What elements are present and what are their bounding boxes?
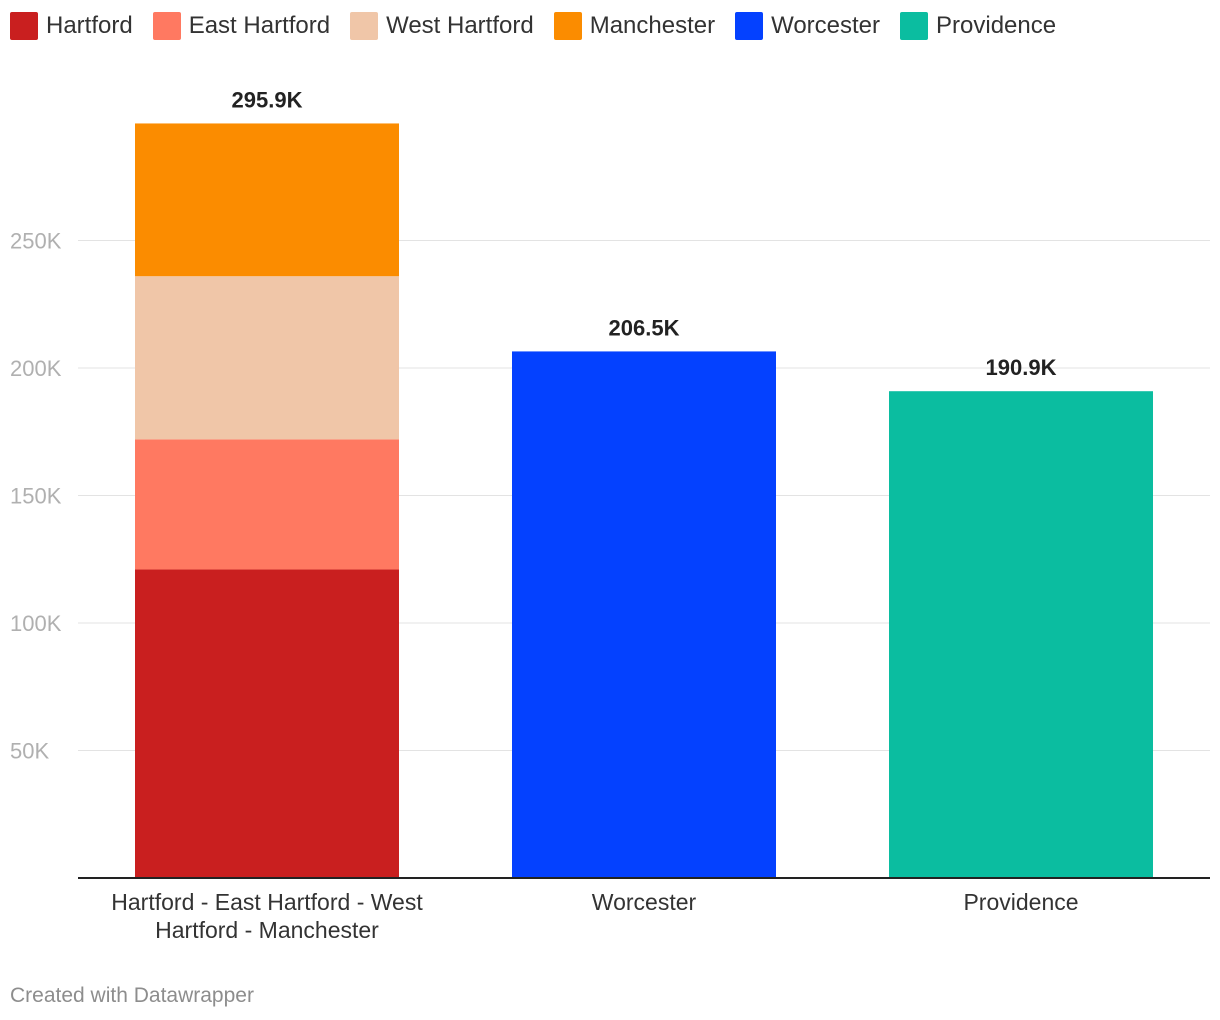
y-tick-label: 250K <box>10 229 62 254</box>
legend-label: Providence <box>936 12 1057 39</box>
legend-label: East Hartford <box>188 12 331 39</box>
bar-segment <box>135 439 399 570</box>
legend-item: Providence <box>900 12 1056 40</box>
bar-total-label: 206.5K <box>609 315 680 340</box>
x-category-label: Hartford - East Hartford - West <box>111 889 423 915</box>
legend-item: Manchester <box>553 12 716 40</box>
y-tick-label: 50K <box>10 739 49 764</box>
legend-item: Worcester <box>735 12 880 40</box>
bar-segment <box>512 351 776 878</box>
x-category-label: Hartford - Manchester <box>155 917 379 943</box>
legend-label: Worcester <box>771 12 881 39</box>
legend-label: Manchester <box>589 12 716 39</box>
y-tick-label: 200K <box>10 356 62 381</box>
bar-segment <box>889 391 1153 878</box>
legend-swatch <box>350 12 379 40</box>
x-category-label: Worcester <box>592 889 697 915</box>
legend: Hartford East Hartford West Hartford Manche… <box>10 10 1076 42</box>
legend-item: East Hartford <box>152 12 331 40</box>
x-category-label: Providence <box>963 889 1078 915</box>
footer-credit: Created with Datawrapper <box>10 984 254 1007</box>
legend-item: Hartford <box>10 12 133 40</box>
bar-segment <box>135 569 399 878</box>
legend-swatch <box>900 12 929 40</box>
bar-segment <box>135 123 399 277</box>
y-tick-label: 150K <box>10 484 62 509</box>
y-tick-label: 100K <box>10 611 62 636</box>
bar-total-label: 190.9K <box>986 355 1057 380</box>
legend-label: Hartford <box>46 12 133 39</box>
legend-swatch <box>152 12 181 40</box>
bar-total-label: 295.9K <box>232 87 303 112</box>
legend-swatch <box>10 12 38 40</box>
legend-item: West Hartford <box>350 12 534 40</box>
legend-swatch <box>735 12 764 40</box>
legend-label: West Hartford <box>386 12 534 39</box>
legend-swatch <box>553 12 582 40</box>
bar-segment <box>135 276 399 440</box>
